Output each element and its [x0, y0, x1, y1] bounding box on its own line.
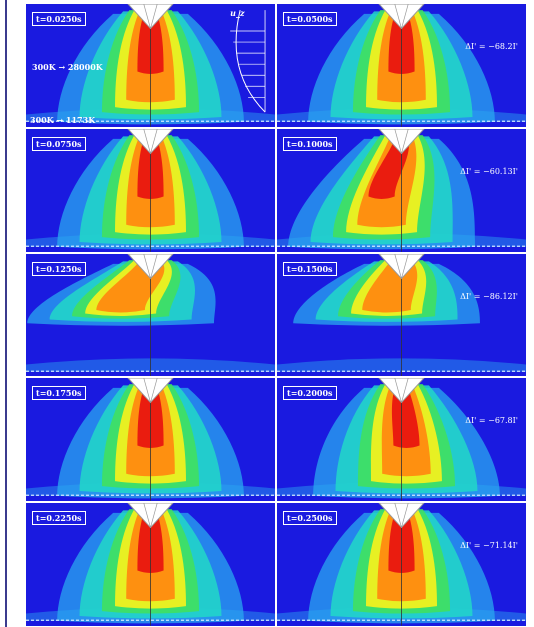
plate-temperature-annotation: 300K → 1173K: [30, 114, 96, 125]
plume-field: [277, 4, 526, 127]
electrode-tip: [378, 378, 425, 404]
velocity-profile-curve: [235, 10, 266, 113]
simulation-panel: t=0.2500s ΔI' = −71.14I': [277, 503, 526, 626]
plume-field: [277, 378, 526, 502]
electrode-edge: [394, 128, 402, 154]
delta-label: ΔI' = −68.2I': [465, 42, 518, 51]
time-label: t=0.1250s: [32, 261, 86, 276]
simulation-panel: t=0.0750s: [26, 128, 275, 252]
simulation-panel: t=0.0250s 300K → 28000K 300K → 1173K u_z: [26, 4, 275, 127]
delta-label: ΔI' = −60.13I': [460, 166, 518, 176]
plume-field: [277, 128, 526, 252]
electrode-edge: [394, 503, 402, 528]
electrode-edge: [143, 253, 151, 279]
electrode-edge: [401, 4, 409, 29]
time-label: t=0.1000s: [283, 136, 337, 151]
electrode-tip: [127, 253, 174, 279]
electrode-edge: [394, 253, 402, 279]
plume-contour-layer: [368, 137, 409, 199]
simulation-panel: t=0.2250s: [26, 503, 275, 626]
time-label: t=0.0750s: [32, 136, 86, 151]
delta-label: ΔI' = −67.8I': [465, 416, 518, 426]
simulation-panel: t=0.1000s ΔI' = −60.13I': [277, 128, 526, 252]
electrode-edge: [401, 253, 409, 279]
electrode-tip: [127, 4, 174, 30]
plume-field: [26, 378, 275, 502]
time-label: t=0.0500s: [283, 12, 337, 26]
electrode-tip: [378, 4, 425, 30]
electrode-edge: [150, 378, 158, 404]
left-margin: [0, 0, 12, 627]
electrode-edge: [401, 503, 409, 528]
plume-contour-layer: [391, 386, 420, 449]
electrode-edge: [150, 128, 158, 154]
electrode-tip: [127, 128, 174, 155]
plume-field: [277, 503, 526, 626]
plume-field: [26, 4, 275, 127]
electrode-tip: [127, 378, 174, 404]
plume-field: [26, 128, 275, 252]
electrode-edge: [401, 128, 409, 154]
electrode-edge: [143, 4, 151, 29]
simulation-panel: t=0.0500s ΔI' = −68.2I': [277, 4, 526, 127]
arc-temperature-annotation: 300K → 28000K: [32, 61, 103, 72]
electrode-edge: [143, 378, 151, 404]
simulation-panel: t=0.1250s: [26, 253, 275, 377]
electrode-edge: [143, 128, 151, 154]
electrode-tip: [127, 503, 174, 529]
plume-field: [26, 503, 275, 626]
time-label: t=0.2500s: [283, 511, 337, 526]
simulation-panel: t=0.1500s ΔI' = −86.12I': [277, 253, 526, 377]
electrode-tip: [378, 253, 425, 279]
delta-label: ΔI' = −86.12I': [460, 291, 518, 301]
plume-field: [277, 253, 526, 377]
simulation-panel: t=0.2000s ΔI' = −67.8I': [277, 378, 526, 502]
left-margin-line: [5, 0, 7, 627]
figure-grid: t=0.0250s 300K → 28000K 300K → 1173K u_z t=0…: [26, 4, 526, 626]
velocity-label: u_z: [230, 8, 245, 18]
electrode-edge: [401, 378, 409, 404]
time-label: t=0.2000s: [283, 386, 337, 401]
delta-label: ΔI' = −71.14I': [460, 541, 518, 551]
electrode-tip: [378, 503, 425, 529]
time-label: t=0.1500s: [283, 261, 337, 276]
simulation-panel: t=0.1750s: [26, 378, 275, 502]
time-label: t=0.2250s: [32, 511, 86, 526]
electrode-edge: [150, 4, 158, 29]
plume-field: [26, 253, 275, 377]
electrode-edge: [394, 378, 402, 404]
time-label: t=0.0250s: [32, 12, 86, 26]
electrode-edge: [150, 503, 158, 528]
time-label: t=0.1750s: [32, 386, 86, 401]
electrode-edge: [150, 253, 158, 279]
electrode-tip: [378, 128, 425, 155]
electrode-edge: [143, 503, 151, 528]
electrode-edge: [394, 4, 402, 29]
